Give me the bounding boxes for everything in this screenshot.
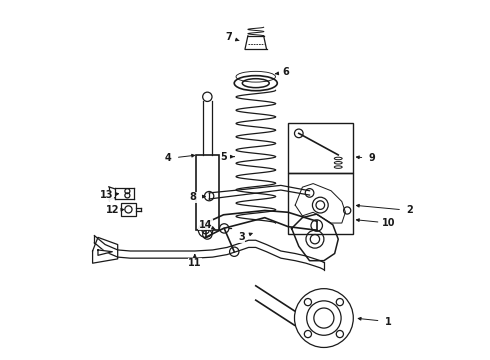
Text: 7: 7 [225,32,232,42]
Text: 8: 8 [190,192,196,202]
Text: 6: 6 [283,67,290,77]
Text: 9: 9 [369,153,376,163]
Text: 12: 12 [105,206,119,216]
Text: 3: 3 [238,232,245,242]
Text: 5: 5 [220,152,227,162]
Text: 14: 14 [199,220,212,230]
Text: 1: 1 [385,317,392,327]
Text: 4: 4 [165,153,172,163]
Bar [196,155,219,230]
Text: 2: 2 [407,206,414,216]
Text: 11: 11 [188,258,201,268]
Text: 10: 10 [382,218,395,228]
Bar [288,173,353,234]
Polygon shape [98,250,112,255]
Text: 13: 13 [100,190,114,200]
Bar [122,203,136,216]
Bar [288,123,353,173]
